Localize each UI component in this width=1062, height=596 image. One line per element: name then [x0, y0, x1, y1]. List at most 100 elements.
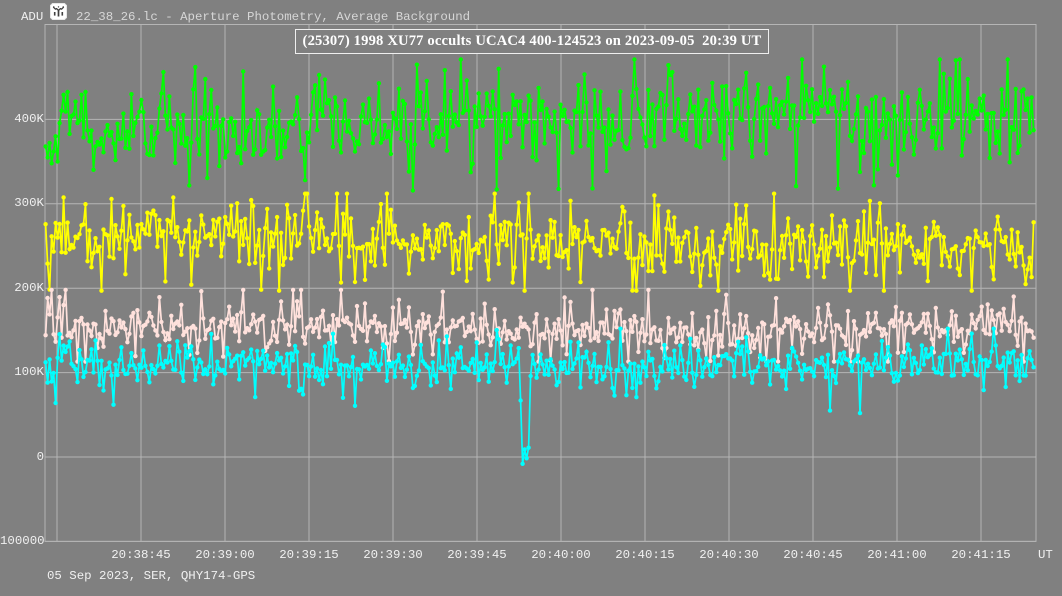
data-point-yellow: [971, 245, 976, 251]
data-point-green: [225, 149, 230, 154]
data-point-green: [45, 155, 50, 160]
data-point-green: [891, 104, 897, 109]
data-point-cyan: [825, 352, 831, 357]
data-point-pink: [67, 330, 72, 335]
data-point-pink: [877, 326, 883, 331]
data-point-cyan: [446, 362, 451, 368]
data-point-green: [334, 104, 340, 109]
data-point-green: [450, 124, 455, 129]
data-point-yellow: [785, 216, 791, 221]
data-point-green: [506, 111, 511, 116]
data-point-cyan: [618, 326, 623, 331]
data-point-yellow: [726, 222, 731, 227]
data-point-pink: [514, 327, 519, 332]
data-point-cyan: [831, 373, 837, 379]
data-point-green: [769, 111, 775, 116]
data-point-green: [522, 112, 527, 118]
data-point-green: [905, 94, 911, 100]
data-point-green: [127, 146, 132, 151]
data-point-cyan: [791, 349, 797, 354]
data-point-green: [203, 76, 208, 82]
data-point-cyan: [785, 353, 791, 358]
data-point-cyan: [141, 348, 146, 353]
data-point-pink: [195, 350, 200, 356]
data-point-cyan: [795, 360, 801, 365]
data-point-yellow: [211, 217, 216, 223]
data-point-cyan: [199, 360, 204, 365]
data-point-cyan: [221, 367, 226, 373]
data-point-yellow: [556, 253, 561, 259]
data-point-yellow: [586, 234, 591, 240]
data-point-cyan: [550, 363, 555, 368]
data-point-yellow: [738, 216, 743, 221]
data-point-green: [229, 116, 234, 121]
data-point-yellow: [995, 214, 1000, 219]
data-point-green: [977, 96, 982, 101]
data-point-pink: [338, 287, 344, 293]
data-point-pink: [907, 312, 913, 317]
data-point-cyan: [674, 365, 679, 370]
data-point-green: [217, 163, 222, 169]
data-point-green: [71, 112, 76, 117]
data-point-yellow: [207, 232, 212, 237]
data-point-green: [722, 156, 727, 161]
data-point-yellow: [975, 235, 980, 240]
data-point-green: [426, 117, 431, 122]
data-point-yellow: [446, 223, 451, 228]
data-point-yellow: [462, 232, 467, 238]
data-point-yellow: [730, 257, 735, 262]
data-point-green: [845, 79, 851, 85]
data-point-yellow: [935, 225, 940, 230]
data-point-yellow: [263, 225, 268, 231]
data-point-pink: [724, 292, 729, 297]
data-point-cyan: [700, 374, 705, 379]
data-point-green: [943, 109, 948, 114]
data-point-cyan: [662, 342, 667, 348]
data-point-cyan: [889, 371, 895, 376]
data-point-green: [282, 145, 288, 150]
data-point-yellow: [191, 245, 196, 250]
data-point-pink: [949, 309, 954, 314]
data-point-green: [326, 98, 332, 103]
data-point-cyan: [442, 368, 447, 373]
data-point-cyan: [748, 369, 753, 374]
data-point-cyan: [730, 358, 735, 363]
data-point-green: [422, 109, 427, 114]
data-point-yellow: [310, 249, 316, 254]
data-point-cyan: [378, 362, 384, 367]
data-point-green: [797, 115, 803, 120]
data-point-cyan: [193, 377, 198, 383]
data-point-cyan: [474, 340, 479, 345]
data-point-cyan: [211, 382, 216, 387]
data-point-cyan: [270, 370, 276, 375]
data-point-pink: [899, 310, 905, 315]
data-point-yellow: [332, 231, 338, 236]
data-point-pink: [612, 308, 617, 314]
data-point-yellow: [945, 254, 950, 259]
data-point-pink: [171, 326, 176, 332]
data-point-green: [516, 122, 521, 127]
data-point-green: [310, 90, 316, 95]
data-point-pink: [290, 287, 296, 293]
data-point-yellow: [406, 271, 412, 276]
data-point-yellow: [350, 243, 356, 249]
data-point-pink: [712, 333, 717, 338]
data-point-pink: [478, 316, 483, 321]
data-point-yellow: [923, 225, 928, 230]
data-point-yellow: [185, 229, 190, 234]
data-point-green: [971, 116, 976, 121]
data-point-green: [805, 98, 811, 103]
data-point-cyan: [969, 331, 974, 336]
data-point-yellow: [989, 264, 994, 270]
data-point-yellow: [564, 248, 569, 253]
data-point-yellow: [528, 227, 533, 232]
data-point-green: [191, 87, 196, 92]
data-point-green: [49, 161, 54, 166]
data-point-cyan: [498, 361, 503, 367]
data-point-cyan: [899, 354, 905, 359]
data-point-cyan: [861, 357, 867, 362]
data-point-green: [360, 102, 366, 107]
data-point-green: [752, 116, 757, 122]
tangra-app-icon[interactable]: [50, 3, 67, 20]
